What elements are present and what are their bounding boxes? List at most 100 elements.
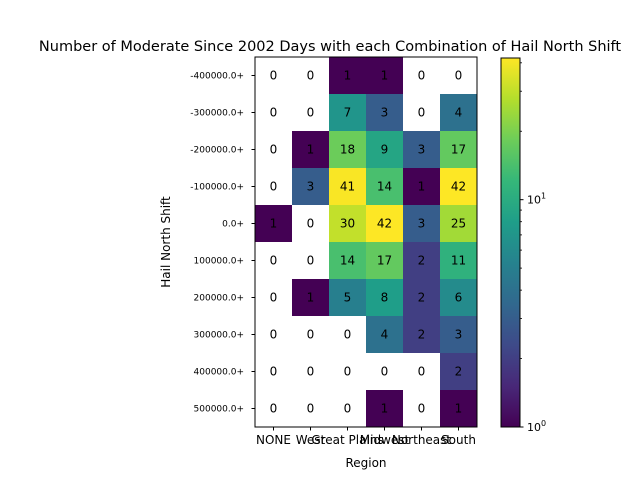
cell-value-label: 0 (455, 69, 463, 83)
heatmap-cell (292, 316, 330, 354)
y-axis-ticks: -400000.0+ -300000.0+ -200000.0+ -100000.0+… (190, 72, 255, 415)
heatmap-cell (366, 168, 404, 206)
cell-value-label: 3 (307, 180, 315, 194)
cell-value-label: 9 (381, 143, 389, 157)
heatmap-cell (366, 279, 404, 317)
cell-value-label: 11 (451, 254, 466, 268)
heatmap-cell (255, 279, 293, 317)
heatmap-cell (403, 57, 441, 95)
colorbar-gradient (501, 58, 520, 427)
cell-value-label: 8 (381, 291, 389, 305)
heatmap-cell (329, 353, 367, 391)
cell-value-label: 25 (451, 217, 466, 231)
cell-value-label: 0 (270, 328, 278, 342)
cell-value-label: 0 (307, 365, 315, 379)
cell-value-label: 30 (340, 217, 355, 231)
x-axis-label: Region (345, 456, 386, 470)
y-tick-label: -100000.0+ (190, 183, 244, 193)
cell-value-label: 1 (418, 180, 426, 194)
heatmap-cell (440, 316, 478, 354)
heatmap-cell (292, 353, 330, 391)
heatmap-cell (255, 242, 293, 280)
heatmap-cell (329, 242, 367, 280)
cell-value-label: 0 (270, 254, 278, 268)
cell-value-label: 4 (455, 106, 463, 120)
heatmap-cell-labels: 0 0 1 1 0 00 0 7 3 0 40 1 18 9 3 170 3 41 14 1 421 0 30 42 3 250 0… (270, 69, 466, 416)
heatmap-cell (255, 353, 293, 391)
heatmap-cell (255, 94, 293, 132)
cell-value-label: 2 (418, 328, 426, 342)
cell-value-label: 0 (307, 69, 315, 83)
cell-value-label: 0 (270, 402, 278, 416)
cell-value-label: 1 (307, 291, 315, 305)
x-tick-label: NONE (256, 433, 291, 447)
cell-value-label: 17 (377, 254, 392, 268)
heatmap-cell (329, 316, 367, 354)
heatmap-cell (255, 168, 293, 206)
cell-value-label: 42 (377, 217, 392, 231)
y-tick-label: 0.0+ (222, 220, 244, 230)
cell-value-label: 2 (418, 291, 426, 305)
cell-value-label: 41 (340, 180, 355, 194)
x-tick-label: Midwest (360, 433, 410, 447)
heatmap-cell (403, 205, 441, 243)
cell-value-label: 1 (270, 217, 278, 231)
chart-title: Number of Moderate Since 2002 Days with … (39, 39, 621, 55)
cell-value-label: 5 (344, 291, 352, 305)
cell-value-label: 1 (381, 402, 389, 416)
cell-value-label: 0 (270, 143, 278, 157)
cell-value-label: 3 (381, 106, 389, 120)
heatmap-cell (403, 390, 441, 428)
y-axis-label: Hail North Shift (159, 196, 173, 288)
heatmap-cell (366, 390, 404, 428)
cell-value-label: 7 (344, 106, 352, 120)
heatmap-cell (255, 205, 293, 243)
heatmap-cell (292, 168, 330, 206)
cell-value-label: 3 (418, 217, 426, 231)
heatmap-cell (403, 131, 441, 169)
x-tick-label: South (441, 433, 476, 447)
heatmap-cell (255, 316, 293, 354)
heatmap-cell (292, 279, 330, 317)
heatmap-cell (440, 205, 478, 243)
colorbar: 100 101 (500, 57, 546, 434)
x-tick-label: Northeast (392, 433, 452, 447)
heatmap-cell (403, 94, 441, 132)
heatmap-cell (366, 94, 404, 132)
cell-value-label: 0 (270, 291, 278, 305)
cell-value-label: 0 (418, 402, 426, 416)
cell-value-label: 0 (418, 365, 426, 379)
heatmap-cell (403, 279, 441, 317)
heatmap-cell (292, 131, 330, 169)
plot-frame (254, 56, 478, 428)
cell-value-label: 0 (307, 328, 315, 342)
heatmap-cell (366, 242, 404, 280)
heatmap-cell (366, 57, 404, 95)
heatmap-cell (255, 390, 293, 428)
cell-value-label: 6 (455, 291, 463, 305)
heatmap-cell (366, 205, 404, 243)
y-tick-label: -400000.0+ (190, 72, 244, 82)
cell-value-label: 1 (381, 69, 389, 83)
heatmap-cell (292, 57, 330, 95)
heatmap-cell (440, 242, 478, 280)
cell-value-label: 0 (418, 69, 426, 83)
cell-value-label: 1 (455, 402, 463, 416)
cell-value-label: 2 (418, 254, 426, 268)
heatmap-cell (255, 131, 293, 169)
y-tick-label: 200000.0+ (194, 294, 244, 304)
cell-value-label: 14 (377, 180, 392, 194)
y-tick-label: 100000.0+ (194, 257, 244, 267)
heatmap-cell (403, 168, 441, 206)
cell-value-label: 0 (270, 69, 278, 83)
cell-value-label: 0 (344, 328, 352, 342)
colorbar-tick-label: 101 (527, 192, 546, 207)
heatmap-cell (403, 353, 441, 391)
colorbar-tick-label: 100 (527, 419, 546, 434)
heatmap-cell (440, 94, 478, 132)
cell-value-label: 0 (418, 106, 426, 120)
cell-value-label: 4 (381, 328, 389, 342)
heatmap-cell (292, 242, 330, 280)
heatmap-cell (440, 131, 478, 169)
